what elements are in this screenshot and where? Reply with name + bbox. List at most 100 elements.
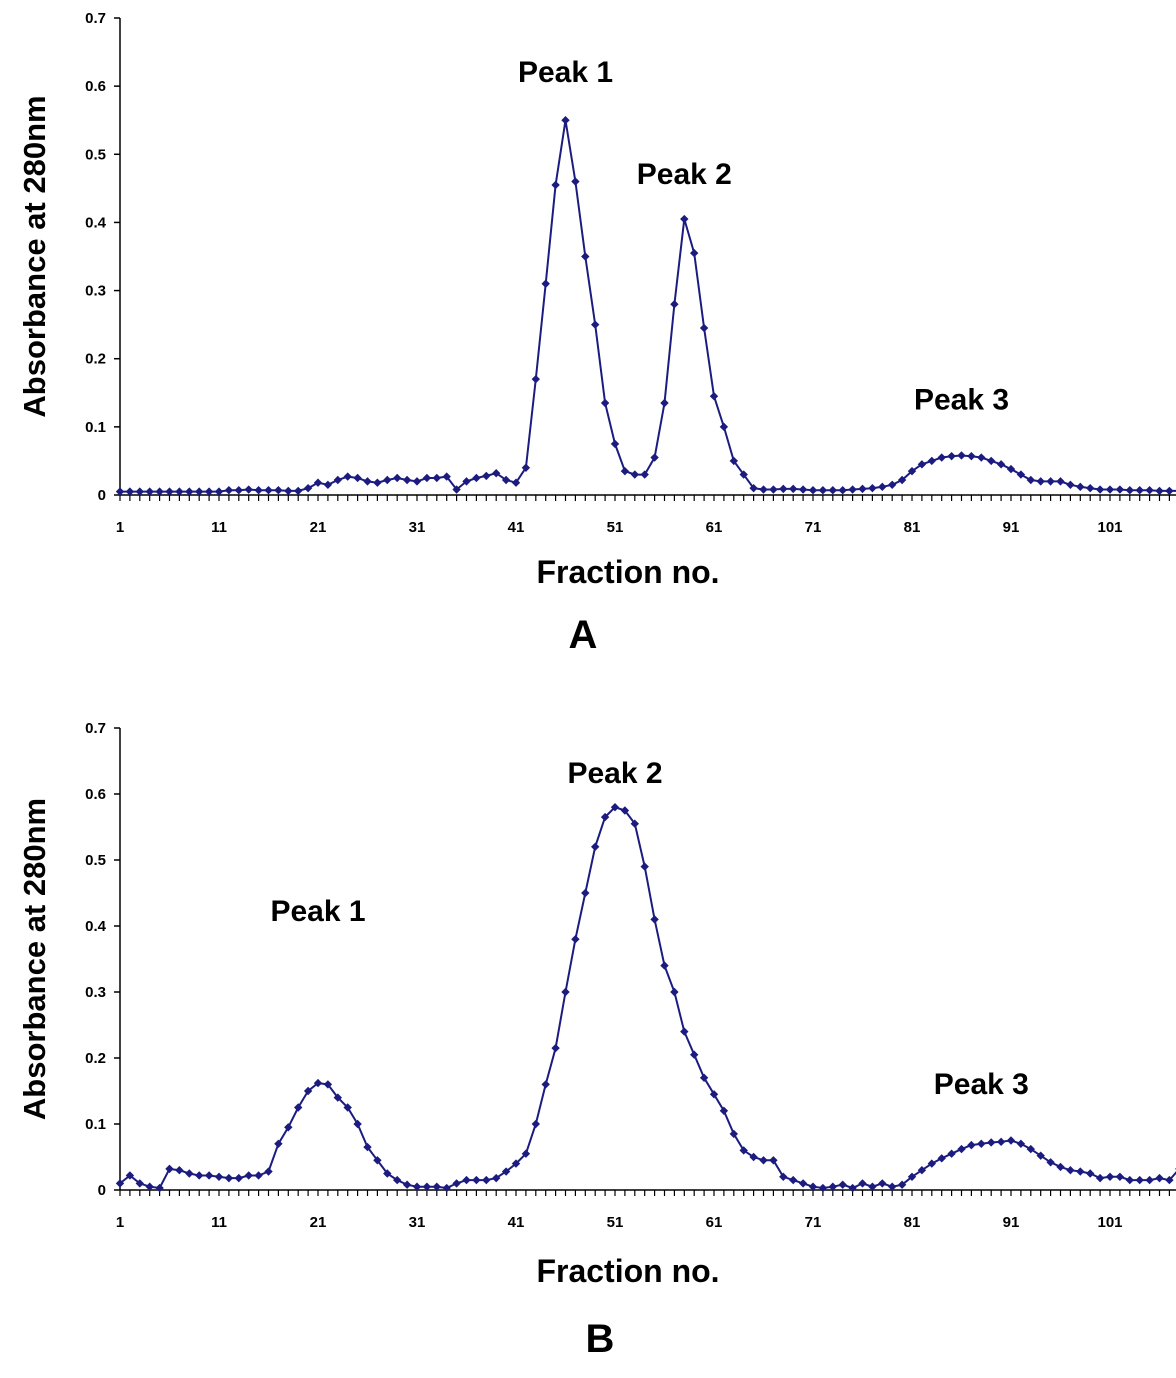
- data-point-marker: [224, 486, 234, 495]
- data-point-marker: [868, 1182, 877, 1191]
- y-axis-label: Absorbance at 280nm: [17, 95, 52, 417]
- data-point-marker: [353, 473, 362, 483]
- data-point-marker: [214, 1172, 224, 1181]
- y-tick-label: 0.4: [85, 214, 107, 231]
- data-point-marker: [591, 842, 600, 851]
- data-point-marker: [739, 470, 748, 479]
- data-point-marker: [482, 1175, 491, 1185]
- data-point-marker: [818, 486, 828, 495]
- data-point-marker: [917, 1166, 927, 1175]
- data-point-marker: [452, 485, 461, 494]
- data-point-marker: [393, 473, 402, 483]
- y-tick-label: 0.1: [85, 419, 106, 436]
- data-point-marker: [729, 456, 738, 466]
- data-point-marker: [551, 1043, 560, 1053]
- data-point-marker: [541, 1080, 550, 1089]
- peak-annotation: Peak 2: [637, 158, 732, 191]
- data-point-marker: [531, 1119, 540, 1129]
- data-point-marker: [1026, 475, 1035, 485]
- data-point-marker: [1165, 1175, 1174, 1185]
- data-point-marker: [957, 1144, 966, 1154]
- data-point-marker: [313, 478, 323, 487]
- data-point-marker: [878, 482, 887, 492]
- data-point-marker: [1056, 477, 1065, 486]
- data-point-marker: [808, 486, 818, 495]
- x-tick-label: 91: [1003, 1214, 1020, 1231]
- data-point-marker: [1105, 1172, 1115, 1181]
- data-point-marker: [125, 487, 135, 496]
- data-point-marker: [244, 485, 253, 494]
- data-point-marker: [323, 480, 333, 489]
- data-point-marker: [511, 1159, 521, 1168]
- data-point-marker: [1155, 486, 1164, 496]
- data-point-marker: [452, 1179, 461, 1188]
- data-point-marker: [303, 483, 313, 493]
- data-point-marker: [571, 177, 580, 186]
- y-tick-label: 0: [98, 1182, 106, 1199]
- data-point-marker: [1165, 486, 1174, 496]
- data-point-marker: [313, 1078, 323, 1088]
- y-tick-label: 0.2: [85, 1050, 106, 1067]
- data-point-marker: [1036, 477, 1045, 486]
- data-point-marker: [145, 487, 154, 496]
- y-tick-label: 0.6: [85, 78, 106, 95]
- data-point-marker: [343, 472, 352, 481]
- x-tick-label: 41: [508, 519, 525, 536]
- data-point-marker: [719, 1106, 729, 1115]
- y-tick-label: 0.5: [85, 146, 106, 163]
- peak-annotation: Peak 1: [518, 56, 613, 89]
- data-point-marker: [779, 484, 788, 494]
- data-point-marker: [858, 1179, 867, 1188]
- x-axis-label: Fraction no.: [536, 1253, 719, 1289]
- x-tick-label: 51: [607, 519, 624, 536]
- peak-annotation: Peak 3: [914, 383, 1009, 416]
- data-point-marker: [828, 486, 837, 495]
- data-point-marker: [650, 453, 659, 462]
- data-point-marker: [769, 1156, 778, 1165]
- data-point-marker: [779, 1172, 788, 1181]
- data-point-marker: [244, 1171, 253, 1180]
- data-point-marker: [987, 456, 996, 466]
- data-point-marker: [284, 1123, 293, 1132]
- data-point-marker: [422, 1182, 432, 1191]
- data-point-marker: [274, 486, 283, 495]
- data-point-marker: [591, 320, 600, 329]
- data-point-marker: [541, 279, 550, 288]
- data-point-marker: [670, 987, 679, 997]
- x-axis-label: Fraction no.: [536, 554, 719, 590]
- data-point-marker: [610, 439, 620, 449]
- data-point-marker: [1006, 1136, 1016, 1145]
- data-point-marker: [868, 483, 877, 493]
- data-point-marker: [204, 487, 214, 496]
- data-point-marker: [333, 1093, 342, 1102]
- data-point-marker: [967, 1140, 976, 1150]
- data-point-marker: [412, 1182, 422, 1191]
- data-point-marker: [432, 473, 441, 483]
- data-point-marker: [462, 477, 471, 486]
- x-tick-label: 31: [409, 519, 426, 536]
- data-point-marker: [472, 473, 481, 483]
- x-tick-label: 41: [508, 1214, 525, 1231]
- data-point-marker: [729, 1129, 738, 1139]
- data-point-marker: [937, 453, 946, 462]
- data-point-marker: [947, 1149, 956, 1158]
- y-tick-label: 0.3: [85, 283, 106, 300]
- x-tick-label: 31: [409, 1214, 426, 1231]
- data-point-marker: [977, 453, 986, 462]
- data-point-marker: [492, 1173, 501, 1183]
- data-point-marker: [759, 485, 768, 494]
- y-tick-label: 0.6: [85, 786, 106, 803]
- data-point-marker: [848, 1183, 857, 1193]
- data-point-marker: [828, 1182, 837, 1191]
- data-point-marker: [195, 487, 204, 496]
- data-point-marker: [1076, 1167, 1085, 1176]
- y-tick-label: 0.7: [85, 720, 106, 737]
- data-point-marker: [501, 475, 511, 485]
- x-tick-label: 61: [706, 519, 723, 536]
- x-tick-label: 11: [211, 1214, 227, 1231]
- data-point-marker: [195, 1171, 204, 1180]
- data-point-marker: [1115, 485, 1125, 494]
- data-point-marker: [917, 460, 927, 469]
- data-point-marker: [1125, 486, 1134, 495]
- data-point-marker: [442, 472, 451, 481]
